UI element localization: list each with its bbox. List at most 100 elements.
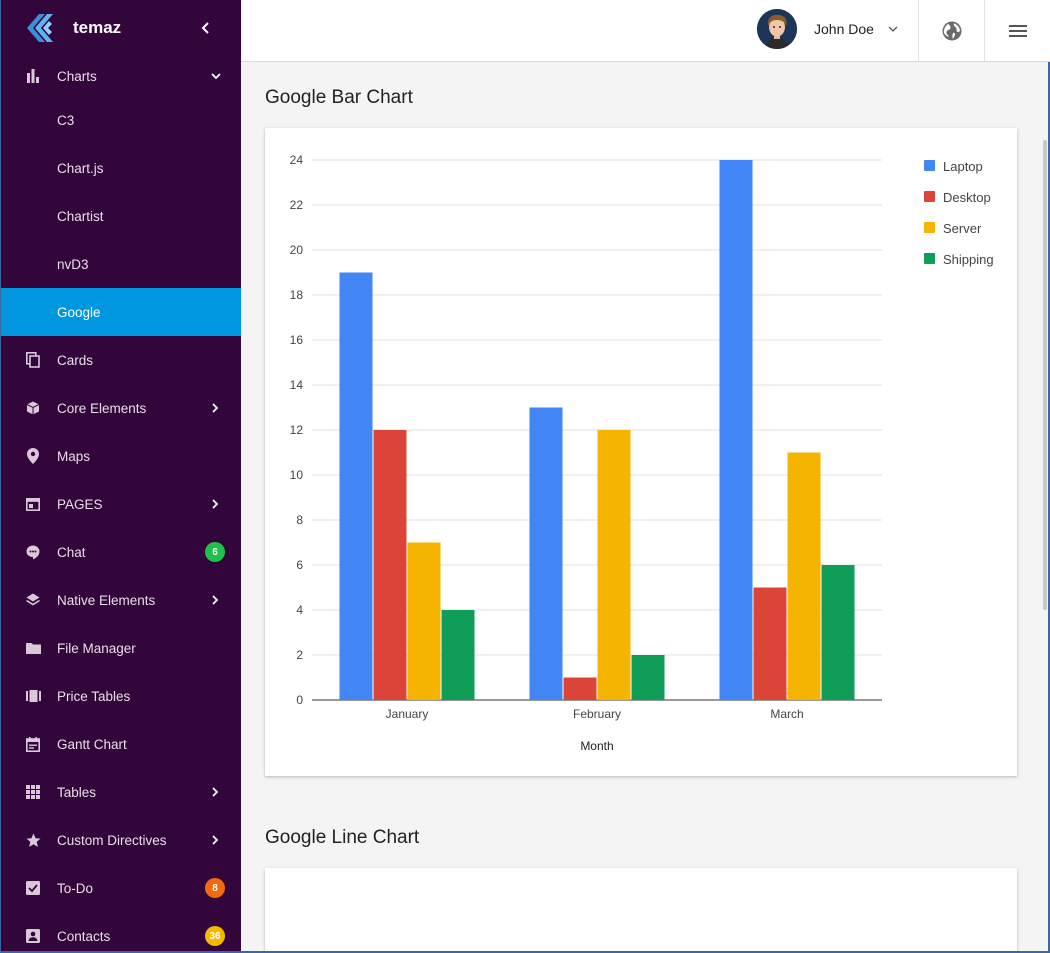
bar: [441, 610, 475, 700]
sidebar-item-chartjs[interactable]: Chart.js: [1, 144, 241, 192]
bar-chart-title: Google Bar Chart: [265, 87, 413, 108]
scrollbar[interactable]: [1043, 140, 1047, 610]
y-tick-label: 12: [290, 423, 304, 437]
sidebar-item-nvd3[interactable]: nvD3: [1, 240, 241, 288]
sidebar-item-google[interactable]: Google: [1, 288, 241, 336]
language-button[interactable]: [918, 0, 984, 61]
sidebar-item-label: File Manager: [57, 640, 136, 656]
sidebar-item-label: To-Do: [57, 880, 94, 896]
chevron-right-icon: [212, 835, 219, 845]
user-name: John Doe: [814, 21, 874, 37]
sidebar-item-label: Cards: [57, 352, 94, 368]
folder-icon: [25, 640, 41, 656]
avatar: [757, 9, 797, 49]
bar: [821, 565, 855, 700]
ticket-icon: [25, 688, 41, 704]
sidebar-item-tables[interactable]: Tables: [1, 768, 241, 816]
top-header: John Doe: [241, 0, 1050, 62]
bar: [787, 452, 821, 700]
chevron-right-icon: [212, 787, 219, 797]
y-tick-label: 18: [290, 288, 304, 302]
sidebar-item-label: Google: [57, 304, 101, 320]
y-tick-label: 10: [290, 468, 304, 482]
sidebar-item-core-elements[interactable]: Core Elements: [1, 384, 241, 432]
sidebar-item-native-elements[interactable]: Native Elements: [1, 576, 241, 624]
sidebar-item-label: Charts: [57, 68, 97, 84]
legend-swatch: [924, 160, 935, 171]
sidebar-item-price-tables[interactable]: Price Tables: [1, 672, 241, 720]
window-edge: [1048, 62, 1050, 953]
sidebar-item-maps[interactable]: Maps: [1, 432, 241, 480]
bar: [563, 677, 597, 700]
chevron-right-icon: [212, 403, 219, 413]
legend-swatch: [924, 253, 935, 264]
bar: [339, 272, 373, 700]
legend-label: Server: [943, 221, 982, 236]
chevron-right-icon: [212, 595, 219, 605]
line-chart-card: [265, 868, 1017, 953]
sidebar-item-contacts[interactable]: Contacts 36: [1, 912, 241, 953]
y-tick-label: 4: [296, 603, 303, 617]
todo-count-badge: 8: [205, 878, 225, 898]
sidebar-item-charts[interactable]: Charts: [1, 56, 241, 96]
y-tick-label: 22: [290, 198, 304, 212]
y-tick-label: 14: [290, 378, 304, 392]
sidebar-item-label: Tables: [57, 784, 97, 800]
sidebar-item-label: Custom Directives: [57, 832, 167, 848]
menu-button[interactable]: [984, 0, 1050, 61]
brand: temaz: [1, 0, 241, 56]
pages-icon: [25, 496, 41, 512]
bar: [373, 430, 407, 700]
sidebar: temaz Charts C3 Chart.js Chartist nvD3 G…: [0, 0, 241, 953]
collapse-sidebar-icon[interactable]: [199, 20, 211, 36]
sidebar-item-cards[interactable]: Cards: [1, 336, 241, 384]
sidebar-item-c3[interactable]: C3: [1, 96, 241, 144]
x-tick-label: February: [573, 707, 621, 721]
sidebar-item-label: nvD3: [57, 256, 89, 272]
sidebar-item-custom-directives[interactable]: Custom Directives: [1, 816, 241, 864]
bar: [597, 430, 631, 700]
sidebar-item-label: Native Elements: [57, 592, 156, 608]
user-menu[interactable]: John Doe: [757, 9, 898, 49]
window-edge: [0, 951, 1050, 953]
chat-icon: [25, 544, 41, 560]
x-tick-label: January: [386, 707, 429, 721]
legend-label: Shipping: [943, 252, 994, 267]
line-chart-title: Google Line Chart: [265, 827, 420, 848]
legend-swatch: [924, 222, 935, 233]
sidebar-item-chat[interactable]: Chat 6: [1, 528, 241, 576]
sidebar-item-label: Gantt Chart: [57, 736, 127, 752]
calendar-icon: [25, 736, 41, 752]
y-tick-label: 8: [296, 513, 303, 527]
sidebar-item-label: PAGES: [57, 496, 103, 512]
legend-swatch: [924, 191, 935, 202]
temaz-logo: [27, 14, 53, 42]
legend-label: Desktop: [943, 190, 991, 205]
globe-icon: [942, 21, 961, 40]
bar-chart-icon: [25, 68, 41, 84]
cube-icon: [25, 400, 41, 416]
sidebar-item-todo[interactable]: To-Do 8: [1, 864, 241, 912]
sidebar-item-label: Contacts: [57, 928, 111, 944]
grid-icon: [25, 784, 41, 800]
bar: [753, 587, 787, 700]
bar: [529, 407, 563, 700]
bar: [407, 542, 441, 700]
y-tick-label: 16: [290, 333, 304, 347]
bar-chart-card: 0 2 4 6 8 10 12 14 16 18 20 22 24 January February Marc…: [265, 128, 1017, 776]
sidebar-item-file-manager[interactable]: File Manager: [1, 624, 241, 672]
contacts-count-badge: 36: [205, 926, 225, 946]
y-tick-label: 20: [290, 243, 304, 257]
bar: [719, 160, 753, 700]
sidebar-item-gantt-chart[interactable]: Gantt Chart: [1, 720, 241, 768]
y-tick-label: 24: [290, 153, 304, 167]
copy-icon: [25, 352, 41, 368]
sidebar-item-pages[interactable]: PAGES: [1, 480, 241, 528]
chevron-right-icon: [212, 499, 219, 509]
sidebar-item-label: Chartist: [57, 208, 104, 224]
sidebar-item-chartist[interactable]: Chartist: [1, 192, 241, 240]
x-tick-label: March: [770, 707, 803, 721]
legend-label: Laptop: [943, 159, 983, 174]
map-pin-icon: [25, 448, 41, 464]
